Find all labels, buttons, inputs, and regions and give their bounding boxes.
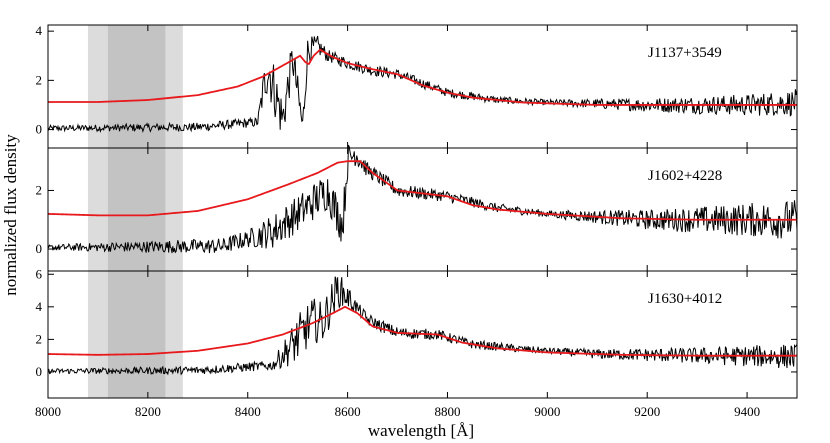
shaded-bands: [87, 25, 183, 398]
quasar-name-2: J1602+4228: [648, 168, 722, 184]
model-spectrum-3: [47, 305, 797, 357]
shaded-band-2: [107, 25, 166, 398]
observed-spectrum-1: [47, 35, 798, 134]
x-tick-label-9200: 9200: [634, 404, 660, 419]
x-tick-label-9000: 9000: [534, 404, 560, 419]
x-axis: 8000 8200 8400 8600 8800 9000 9200 9400: [35, 404, 760, 419]
x-tick-label-8600: 8600: [335, 404, 361, 419]
x-tick-label-8800: 8800: [434, 404, 460, 419]
y-axis-label: normalized flux density: [1, 134, 20, 296]
y-tick-label-3-2: 2: [36, 331, 43, 346]
y-tick-label-2-0: 0: [36, 241, 43, 256]
x-tick-label-9400: 9400: [734, 404, 760, 419]
y-tick-label-3-6: 6: [36, 266, 43, 281]
observed-spectrum-3: [47, 276, 798, 376]
y-tick-label-3-0: 0: [36, 364, 43, 379]
model-spectrum-2: [47, 160, 797, 221]
x-tick-label-8200: 8200: [135, 404, 161, 419]
panel-3: 0 2 4 6 J1630+4012: [36, 266, 798, 399]
panel-frame-3: [47, 270, 798, 399]
x-tick-label-8000: 8000: [35, 404, 61, 419]
model-spectrum-1: [48, 48, 797, 106]
spectra-panels: 0 2 4 J1137+3549 0 2 J1602+4228 0 2 4 6 J1630+4012: [36, 23, 798, 399]
y-tick-label-3-4: 4: [36, 299, 43, 314]
panel-2: 0 2 J1602+4228: [36, 144, 798, 272]
x-axis-label: wavelength [Å]: [368, 421, 474, 440]
y-tick-label-2-2: 2: [36, 182, 43, 197]
quasar-name-3: J1630+4012: [648, 291, 722, 307]
observed-spectrum-2: [47, 144, 798, 254]
y-tick-label-1-0: 0: [36, 122, 43, 137]
x-tick-label-8400: 8400: [235, 404, 261, 419]
panel-1: 0 2 4 J1137+3549: [36, 23, 798, 149]
y-tick-label-1-2: 2: [36, 72, 43, 87]
quasar-name-1: J1137+3549: [648, 45, 722, 61]
y-tick-label-1-4: 4: [36, 23, 43, 38]
